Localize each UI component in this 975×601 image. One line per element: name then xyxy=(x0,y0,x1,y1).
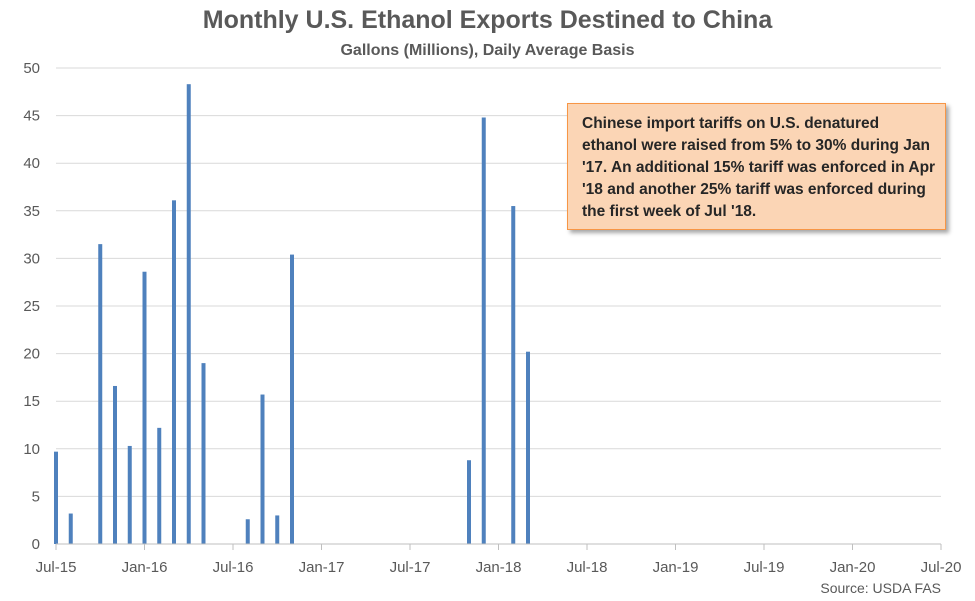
chart-subtitle: Gallons (Millions), Daily Average Basis xyxy=(340,42,635,59)
y-tick-label: 50 xyxy=(23,60,40,77)
y-axis-tick-labels: 0 5 10 15 20 25 30 35 40 45 50 xyxy=(23,60,40,553)
x-tick-label: Jul-19 xyxy=(744,559,785,576)
x-tick-label: Jan-20 xyxy=(830,559,876,576)
x-axis-ticks: Jul-15 Jan-16 Jul-16 Jan-17 Jul-17 Jan-18 Jul-… xyxy=(36,544,962,576)
bar-jul-15 xyxy=(54,451,58,544)
bar-may-16 xyxy=(201,363,206,544)
bar-mar-18 xyxy=(526,351,530,544)
y-tick-label: 5 xyxy=(32,488,40,505)
source-note: Source: USDA FAS xyxy=(820,580,941,596)
y-tick-label: 15 xyxy=(23,393,40,410)
x-tick-label: Jan-16 xyxy=(122,559,168,576)
x-tick-label: Jul-20 xyxy=(921,559,962,576)
x-tick-label: Jul-15 xyxy=(36,559,77,576)
bar-dec-15 xyxy=(127,445,132,544)
bar-nov-15 xyxy=(113,385,117,544)
bar-nov-17 xyxy=(467,460,471,544)
y-tick-label: 10 xyxy=(23,441,40,458)
bar-jan-16 xyxy=(142,271,147,544)
x-tick-label: Jul-17 xyxy=(390,559,431,576)
x-tick-label: Jan-18 xyxy=(476,559,522,576)
x-tick-label: Jan-17 xyxy=(299,559,345,576)
bar-oct-15 xyxy=(98,244,103,544)
y-tick-label: 45 xyxy=(23,108,40,125)
bar-dec-17 xyxy=(481,117,486,544)
bar-apr-16 xyxy=(186,84,191,545)
bar-sep-16 xyxy=(260,394,265,544)
bar-nov-16 xyxy=(290,254,294,545)
bar-feb-16 xyxy=(157,427,162,544)
x-tick-label: Jan-19 xyxy=(653,559,699,576)
y-tick-label: 35 xyxy=(23,203,40,220)
tariff-annotation-box: Chinese import tariffs on U.S. denatured… xyxy=(567,103,946,230)
x-tick-label: Jul-16 xyxy=(213,559,254,576)
bar-mar-16 xyxy=(172,200,176,544)
bar-oct-16 xyxy=(275,515,280,544)
y-tick-label: 0 xyxy=(32,536,40,553)
y-tick-label: 40 xyxy=(23,155,40,172)
bar-feb-18 xyxy=(511,206,516,545)
chart-title: Monthly U.S. Ethanol Exports Destined to… xyxy=(202,6,773,34)
y-tick-label: 25 xyxy=(23,298,40,315)
x-tick-label: Jul-18 xyxy=(567,559,608,576)
bar-aug-16 xyxy=(245,519,250,544)
bar-aug-15 xyxy=(68,513,73,544)
y-tick-label: 30 xyxy=(23,250,40,267)
y-tick-label: 20 xyxy=(23,346,40,363)
bars xyxy=(54,84,530,545)
